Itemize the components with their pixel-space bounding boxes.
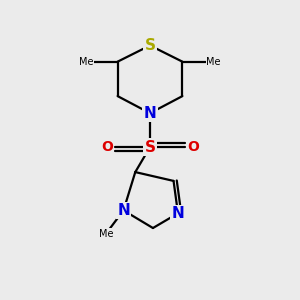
Text: Me: Me <box>99 229 113 239</box>
Text: O: O <box>101 140 113 154</box>
Text: Me: Me <box>80 57 94 67</box>
Text: S: S <box>145 38 155 53</box>
Text: O: O <box>187 140 199 154</box>
Text: S: S <box>145 140 155 154</box>
Text: N: N <box>172 206 184 221</box>
Text: Me: Me <box>206 57 220 67</box>
Text: N: N <box>117 203 130 218</box>
Text: N: N <box>144 106 156 121</box>
